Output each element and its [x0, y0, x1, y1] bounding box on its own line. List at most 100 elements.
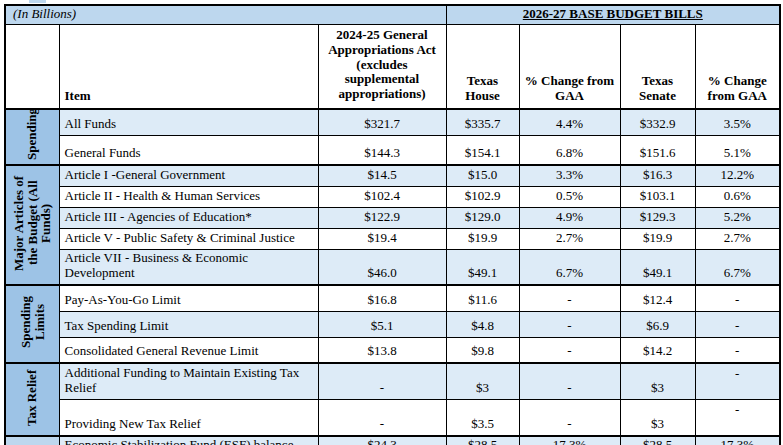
gaa-value-cell: $102.4	[318, 186, 446, 207]
senate-value-cell: $3	[620, 399, 695, 436]
house-pct-cell: 3.3%	[519, 165, 620, 186]
house-pct-cell: 6.7%	[519, 249, 620, 285]
row-item-cell: Article I -General Government	[59, 165, 318, 186]
table-row: Economic Stabilization Fund (ESF) balanc…	[5, 436, 780, 445]
row-item-cell: Providing New Tax Relief	[59, 399, 318, 436]
row-item-cell: Article II - Health & Human Services	[59, 186, 318, 207]
gaa-value-cell: $144.3	[318, 135, 446, 165]
group-label-cell: Spending Limits	[5, 285, 59, 363]
house-pct-cell: -	[519, 363, 620, 399]
column-header-row: Item 2024-25 General Appropriations Act …	[5, 25, 780, 110]
gaa-value-cell: $321.7	[318, 109, 446, 135]
table-row: Consolidated General Revenue Limit$13.8$…	[5, 337, 780, 363]
house-pct-cell: -	[519, 285, 620, 311]
senate-pct-cell: -	[695, 311, 780, 337]
gaa-value-cell: $13.8	[318, 337, 446, 363]
row-item-cell: Pay-As-You-Go Limit	[59, 285, 318, 311]
group-label: Tax Relief	[25, 364, 39, 431]
row-item-cell: Economic Stabilization Fund (ESF) balanc…	[59, 436, 318, 445]
senate-value-cell: $129.3	[620, 207, 695, 228]
house-value-cell: $129.0	[446, 207, 519, 228]
gaa-value-cell: $122.9	[318, 207, 446, 228]
gaa-value-cell: $14.5	[318, 165, 446, 186]
texas-house-column-header: Texas House	[446, 25, 519, 110]
base-budget-bills-header: 2026-27 BASE BUDGET BILLS	[446, 5, 780, 25]
senate-value-cell: $151.6	[620, 135, 695, 165]
senate-pct-change-column-header: % Change from GAA	[695, 25, 780, 110]
senate-pct-cell: 6.7%	[695, 249, 780, 285]
senate-value-cell: $3	[620, 363, 695, 399]
house-value-cell: $49.1	[446, 249, 519, 285]
row-item-cell: Additional Funding to Maintain Existing …	[59, 363, 318, 399]
house-pct-cell: 4.4%	[519, 109, 620, 135]
house-value-cell: $154.1	[446, 135, 519, 165]
group-label-cell: Major Articles of the Budget (All Funds)	[5, 165, 59, 285]
table-row: Tax Spending Limit$5.1$4.8-$6.9-	[5, 311, 780, 337]
row-item-cell: Consolidated General Revenue Limit	[59, 337, 318, 363]
house-value-cell: $4.8	[446, 311, 519, 337]
row-item-cell: Article III - Agencies of Education*	[59, 207, 318, 228]
gaa-value-cell: $46.0	[318, 249, 446, 285]
budget-table-container: (In Billions) 2026-27 BASE BUDGET BILLS …	[4, 4, 781, 445]
budget-comparison-table: (In Billions) 2026-27 BASE BUDGET BILLS …	[4, 4, 781, 445]
group-label: Spending Limits	[19, 286, 46, 358]
senate-pct-cell: 5.1%	[695, 135, 780, 165]
group-header-empty-cell	[5, 25, 59, 110]
senate-pct-cell: 5.2%	[695, 207, 780, 228]
house-value-cell: $11.6	[446, 285, 519, 311]
house-value-cell: $28.5	[446, 436, 519, 445]
senate-value-cell: $49.1	[620, 249, 695, 285]
gaa-value-cell: $24.3	[318, 436, 446, 445]
house-pct-cell: 6.8%	[519, 135, 620, 165]
item-column-header: Item	[59, 25, 318, 110]
gaa-value-cell: -	[318, 363, 446, 399]
table-row: Article III - Agencies of Education*$122…	[5, 207, 780, 228]
gaa-value-cell: $5.1	[318, 311, 446, 337]
house-pct-change-column-header: % Change from GAA	[519, 25, 620, 110]
senate-value-cell: $103.1	[620, 186, 695, 207]
table-row: Providing New Tax Relief-$3.5-$3-	[5, 399, 780, 436]
senate-pct-cell: 0.6%	[695, 186, 780, 207]
table-row: Spending LimitsPay-As-You-Go Limit$16.8$…	[5, 285, 780, 311]
table-row: General Funds$144.3$154.16.8%$151.65.1%	[5, 135, 780, 165]
gaa-value-cell: $19.4	[318, 228, 446, 249]
senate-value-cell: $14.2	[620, 337, 695, 363]
senate-value-cell: $16.3	[620, 165, 695, 186]
senate-pct-cell: 2.7%	[695, 228, 780, 249]
house-value-cell: $15.0	[446, 165, 519, 186]
title-row: (In Billions) 2026-27 BASE BUDGET BILLS	[5, 5, 780, 25]
house-value-cell: $102.9	[446, 186, 519, 207]
group-empty-cell	[5, 436, 59, 445]
group-label-cell: Spending	[5, 109, 59, 165]
house-value-cell: $3	[446, 363, 519, 399]
house-pct-cell: -	[519, 311, 620, 337]
house-value-cell: $335.7	[446, 109, 519, 135]
in-billions-label: (In Billions)	[5, 5, 446, 25]
senate-pct-cell: -	[695, 399, 780, 436]
gaa-column-header: 2024-25 General Appropriations Act (excl…	[318, 25, 446, 110]
table-row: SpendingAll Funds$321.7$335.74.4%$332.93…	[5, 109, 780, 135]
row-item-cell: General Funds	[59, 135, 318, 165]
house-pct-cell: 4.9%	[519, 207, 620, 228]
table-row: Article II - Health & Human Services$102…	[5, 186, 780, 207]
senate-pct-cell: -	[695, 337, 780, 363]
gaa-value-cell: -	[318, 399, 446, 436]
house-pct-cell: 17.3%	[519, 436, 620, 445]
group-label: Major Articles of the Budget (All Funds)	[12, 166, 53, 280]
house-pct-cell: -	[519, 337, 620, 363]
senate-value-cell: $332.9	[620, 109, 695, 135]
row-item-cell: Tax Spending Limit	[59, 311, 318, 337]
senate-value-cell: $6.9	[620, 311, 695, 337]
senate-pct-cell: -	[695, 285, 780, 311]
house-value-cell: $9.8	[446, 337, 519, 363]
table-row: Major Articles of the Budget (All Funds)…	[5, 165, 780, 186]
house-pct-cell: 0.5%	[519, 186, 620, 207]
senate-pct-cell: 3.5%	[695, 109, 780, 135]
group-label-cell: Tax Relief	[5, 363, 59, 436]
row-item-cell: All Funds	[59, 109, 318, 135]
house-pct-cell: 2.7%	[519, 228, 620, 249]
senate-pct-cell: 12.2%	[695, 165, 780, 186]
row-item-cell: Article V - Public Safety & Criminal Jus…	[59, 228, 318, 249]
senate-pct-cell: -	[695, 363, 780, 399]
group-label: Spending	[25, 110, 39, 160]
